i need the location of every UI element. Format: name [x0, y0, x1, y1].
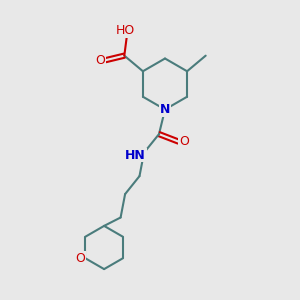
Text: O: O [75, 252, 85, 265]
Text: HN: HN [125, 148, 146, 162]
Text: O: O [179, 135, 189, 148]
Text: N: N [160, 103, 170, 116]
Text: O: O [95, 54, 105, 67]
Text: HO: HO [116, 24, 135, 37]
